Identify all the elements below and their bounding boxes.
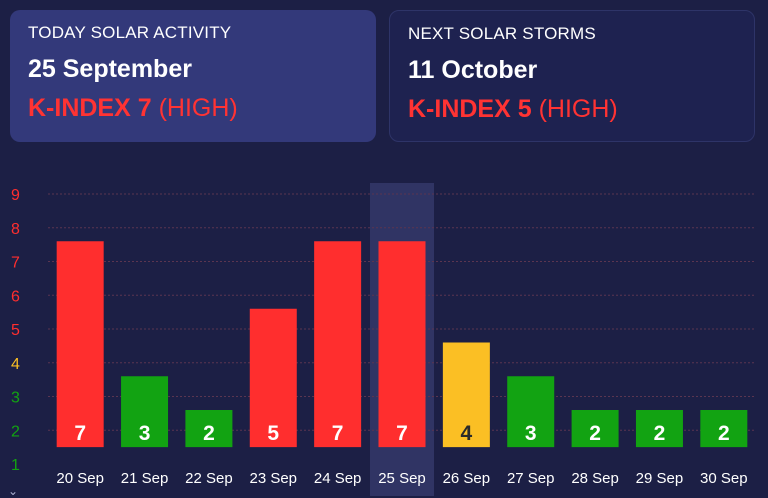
bar-26-sep <box>442 342 490 448</box>
bar-value-label-21-sep: 3 <box>139 422 151 445</box>
bar-value-label-24-sep: 7 <box>332 422 344 445</box>
y-tick-label-8: 8 <box>11 221 20 238</box>
y-tick-label-5: 5 <box>11 322 20 339</box>
y-tick-label-6: 6 <box>11 288 20 305</box>
bar-27-sep <box>507 376 555 448</box>
bar-28-sep <box>571 410 619 448</box>
bar-value-label-28-sep: 2 <box>589 422 601 445</box>
y-tick-label-9: 9 <box>11 187 20 204</box>
next-card-kindex: K-INDEX 5 (HIGH) <box>408 95 736 124</box>
today-kindex-level: (HIGH) <box>158 94 238 122</box>
x-tick-label-23-sep: 23 Sep <box>249 470 297 487</box>
next-kindex-value: K-INDEX 5 <box>408 95 532 123</box>
bar-23-sep <box>249 308 297 448</box>
today-card-kindex: K-INDEX 7 (HIGH) <box>28 94 358 123</box>
today-card-date: 25 September <box>28 55 192 83</box>
x-tick-label-22-sep: 22 Sep <box>185 470 233 487</box>
bar-22-sep <box>185 410 233 448</box>
today-kindex-value: K-INDEX 7 <box>28 94 152 122</box>
x-tick-label-25-sep: 25 Sep <box>378 470 426 487</box>
next-kindex-level: (HIGH) <box>538 95 618 123</box>
bar-value-label-22-sep: 2 <box>203 422 215 445</box>
bar-25-sep <box>378 241 426 448</box>
next-card-label: NEXT SOLAR STORMS <box>408 24 596 43</box>
bar-21-sep <box>121 376 169 448</box>
bar-value-label-20-sep: 7 <box>74 422 86 445</box>
bar-30-sep <box>700 410 748 448</box>
next-solar-storms-card: NEXT SOLAR STORMS 11 October K-INDEX 5 (… <box>389 10 755 142</box>
bar-value-label-29-sep: 2 <box>654 422 666 445</box>
x-tick-label-30-sep: 30 Sep <box>700 470 748 487</box>
bar-value-label-25-sep: 7 <box>396 422 408 445</box>
x-tick-label-27-sep: 27 Sep <box>507 470 555 487</box>
bar-value-label-27-sep: 3 <box>525 422 537 445</box>
x-tick-label-21-sep: 21 Sep <box>121 470 169 487</box>
bar-value-label-30-sep: 2 <box>718 422 730 445</box>
bar-value-label-26-sep: 4 <box>461 422 473 445</box>
x-tick-label-26-sep: 26 Sep <box>443 470 491 487</box>
x-tick-label-24-sep: 24 Sep <box>314 470 362 487</box>
scroll-down-chevron-icon[interactable]: ⌄ <box>8 484 19 498</box>
y-tick-label-7: 7 <box>11 255 20 272</box>
x-tick-label-29-sep: 29 Sep <box>636 470 684 487</box>
today-solar-activity-card: TODAY SOLAR ACTIVITY 25 September K-INDE… <box>10 10 376 142</box>
bar-value-label-23-sep: 5 <box>267 422 279 445</box>
y-tick-label-2: 2 <box>11 423 20 440</box>
bar-20-sep <box>56 241 104 448</box>
x-tick-label-28-sep: 28 Sep <box>571 470 619 487</box>
today-card-label: TODAY SOLAR ACTIVITY <box>28 23 232 42</box>
x-tick-label-20-sep: 20 Sep <box>56 470 104 487</box>
y-tick-label-3: 3 <box>11 390 20 407</box>
bar-29-sep <box>635 410 683 448</box>
y-tick-label-4: 4 <box>11 356 20 373</box>
bar-24-sep <box>314 241 362 448</box>
next-card-date: 11 October <box>408 56 538 84</box>
y-tick-label-1: 1 <box>11 457 20 474</box>
